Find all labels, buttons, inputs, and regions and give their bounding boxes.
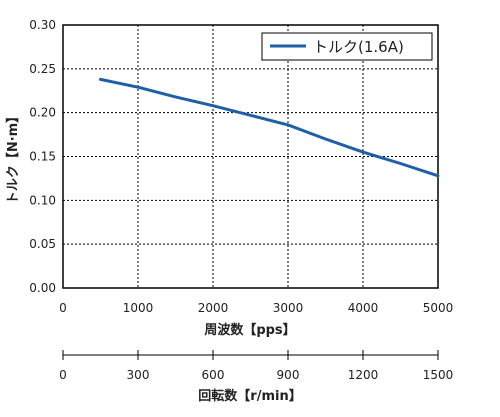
secondary-axis-tick-label: 1500	[423, 368, 454, 382]
y-tick-label: 0.00	[29, 281, 56, 295]
x-axis-title: 周波数【pps】	[204, 322, 295, 338]
series-lines	[99, 77, 440, 178]
y-axis-title: トルク【N·m】	[5, 110, 21, 204]
x-tick-label: 1000	[123, 301, 154, 315]
secondary-axis-tick-label: 0	[59, 368, 67, 382]
y-tick-label: 0.30	[29, 18, 56, 32]
secondary-axis-ticks: 0 300 600 900 1200 1500	[59, 350, 453, 382]
y-tick-label: 0.05	[29, 237, 56, 251]
legend-label: トルク(1.6A)	[313, 38, 404, 56]
secondary-axis-tick-label: 300	[127, 368, 150, 382]
y-tick-label: 0.10	[29, 193, 56, 207]
x-tick-label: 0	[59, 301, 67, 315]
y-tick-labels: 0.00 0.05 0.10 0.15 0.20 0.25 0.30	[29, 18, 56, 295]
secondary-axis-title: 回転数【r/min】	[198, 388, 301, 404]
y-tick-label: 0.15	[29, 150, 56, 164]
x-tick-label: 3000	[273, 301, 304, 315]
secondary-axis-tick-label: 1200	[348, 368, 379, 382]
secondary-axis-tick-label: 600	[202, 368, 225, 382]
x-tick-label: 5000	[423, 301, 454, 315]
x-tick-labels: 0 1000 2000 3000 4000 5000	[59, 301, 453, 315]
secondary-axis-tick-label: 900	[277, 368, 300, 382]
y-tick-label: 0.25	[29, 62, 56, 76]
plot-frame	[62, 24, 439, 289]
x-tick-label: 2000	[198, 301, 229, 315]
series-line	[99, 77, 440, 178]
y-tick-label: 0.20	[29, 106, 56, 120]
x-tick-label: 4000	[348, 301, 379, 315]
legend: トルク(1.6A)	[261, 32, 433, 61]
